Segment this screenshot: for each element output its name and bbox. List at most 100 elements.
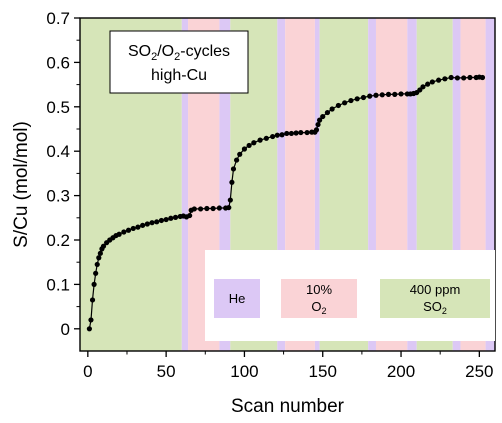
data-point bbox=[398, 91, 404, 97]
data-point bbox=[234, 157, 240, 163]
data-point bbox=[425, 81, 431, 87]
data-point bbox=[335, 102, 341, 109]
data-point bbox=[237, 151, 243, 157]
x-tick-label: 200 bbox=[387, 362, 415, 381]
data-point bbox=[263, 135, 269, 141]
data-point bbox=[149, 220, 155, 226]
data-point bbox=[342, 100, 348, 106]
data-point bbox=[226, 204, 232, 211]
data-point bbox=[227, 197, 233, 203]
data-point bbox=[158, 217, 165, 224]
data-point bbox=[191, 206, 197, 212]
data-point bbox=[392, 91, 398, 97]
data-point bbox=[348, 97, 354, 104]
annotation-line-2: high-Cu bbox=[151, 67, 207, 84]
phase-band-he-3 bbox=[219, 18, 231, 351]
data-point bbox=[442, 76, 448, 82]
legend-label-he: He bbox=[229, 291, 246, 306]
data-point bbox=[251, 140, 257, 146]
data-point bbox=[163, 216, 169, 223]
data-point bbox=[315, 121, 321, 128]
data-point bbox=[367, 93, 373, 99]
y-tick-label: 0.4 bbox=[46, 142, 70, 161]
data-point bbox=[140, 222, 146, 228]
x-tick-label: 0 bbox=[83, 362, 92, 381]
data-point bbox=[293, 130, 299, 136]
data-point bbox=[94, 261, 100, 268]
data-point bbox=[429, 79, 435, 85]
data-point bbox=[88, 317, 94, 323]
data-point bbox=[279, 132, 285, 138]
data-point bbox=[257, 137, 263, 143]
data-point bbox=[360, 94, 367, 101]
legend-label-o2-line2: O2 bbox=[311, 299, 326, 316]
data-point bbox=[172, 214, 179, 220]
data-point bbox=[125, 227, 132, 233]
phase-band-he-1 bbox=[181, 18, 189, 351]
y-tick-label: 0.1 bbox=[46, 275, 70, 294]
data-point bbox=[298, 129, 304, 136]
y-axis: 0 0.1 0.2 0.3 0.4 0.5 0.6 0.7 bbox=[46, 9, 80, 339]
data-point bbox=[168, 215, 174, 221]
x-tick-label: 50 bbox=[157, 362, 176, 381]
data-point bbox=[354, 96, 360, 102]
y-tick-label: 0 bbox=[61, 320, 70, 339]
data-point bbox=[216, 205, 222, 211]
x-tick-label: 250 bbox=[465, 362, 493, 381]
data-point bbox=[317, 117, 323, 123]
data-point bbox=[96, 255, 102, 261]
data-point bbox=[97, 250, 103, 256]
legend-label-so2-line1: 400 ppm bbox=[410, 282, 461, 297]
data-point bbox=[436, 77, 442, 83]
phase-band-he-15 bbox=[485, 18, 495, 351]
data-point bbox=[329, 106, 335, 112]
data-point bbox=[116, 231, 122, 237]
annotation-box: SO2/O2-cycles high-Cu bbox=[109, 30, 249, 94]
data-point bbox=[270, 133, 276, 140]
data-point bbox=[320, 113, 326, 120]
x-tick-label: 100 bbox=[230, 362, 258, 381]
phase-band-he-7 bbox=[314, 18, 320, 351]
data-point bbox=[91, 281, 97, 287]
phase-band-he-13 bbox=[452, 18, 461, 351]
legend-label-o2-line1: 10% bbox=[306, 282, 332, 297]
data-point bbox=[274, 132, 280, 138]
data-point bbox=[204, 205, 210, 212]
data-point bbox=[288, 130, 295, 137]
y-tick-label: 0.5 bbox=[46, 98, 70, 117]
data-point bbox=[197, 206, 204, 212]
data-point bbox=[241, 146, 248, 152]
x-axis-label: Scan number bbox=[231, 396, 345, 417]
data-point bbox=[86, 326, 92, 332]
data-point bbox=[373, 92, 379, 98]
data-point bbox=[144, 221, 150, 227]
data-point bbox=[420, 84, 426, 90]
data-point bbox=[154, 219, 160, 225]
data-point bbox=[93, 270, 99, 276]
phase-band-he-11 bbox=[407, 18, 417, 351]
y-tick-label: 0.3 bbox=[46, 187, 70, 206]
data-point bbox=[246, 142, 252, 149]
data-point bbox=[454, 75, 461, 81]
legend-swatch-o2 bbox=[281, 279, 357, 318]
data-point bbox=[130, 225, 136, 232]
data-point bbox=[89, 297, 96, 303]
data-point bbox=[385, 91, 392, 97]
legend-label-so2-line2: SO2 bbox=[423, 299, 447, 316]
annotation-line-1: SO2/O2-cycles bbox=[128, 43, 230, 63]
plot-frame bbox=[79, 17, 496, 352]
data-point bbox=[229, 179, 235, 185]
data-point bbox=[100, 243, 107, 249]
legend-swatch-so2 bbox=[380, 279, 490, 318]
data-point bbox=[187, 212, 193, 219]
data-point bbox=[324, 109, 331, 116]
phase-band-he-5 bbox=[277, 18, 286, 351]
phase-band-he-9 bbox=[368, 18, 376, 351]
legend-swatch-he bbox=[214, 279, 260, 318]
data-point bbox=[135, 224, 141, 230]
data-point bbox=[230, 166, 237, 172]
y-tick-label: 0.2 bbox=[46, 231, 70, 250]
legend: He 10% O2 400 ppm SO2 bbox=[205, 250, 495, 341]
data-point bbox=[304, 129, 310, 136]
